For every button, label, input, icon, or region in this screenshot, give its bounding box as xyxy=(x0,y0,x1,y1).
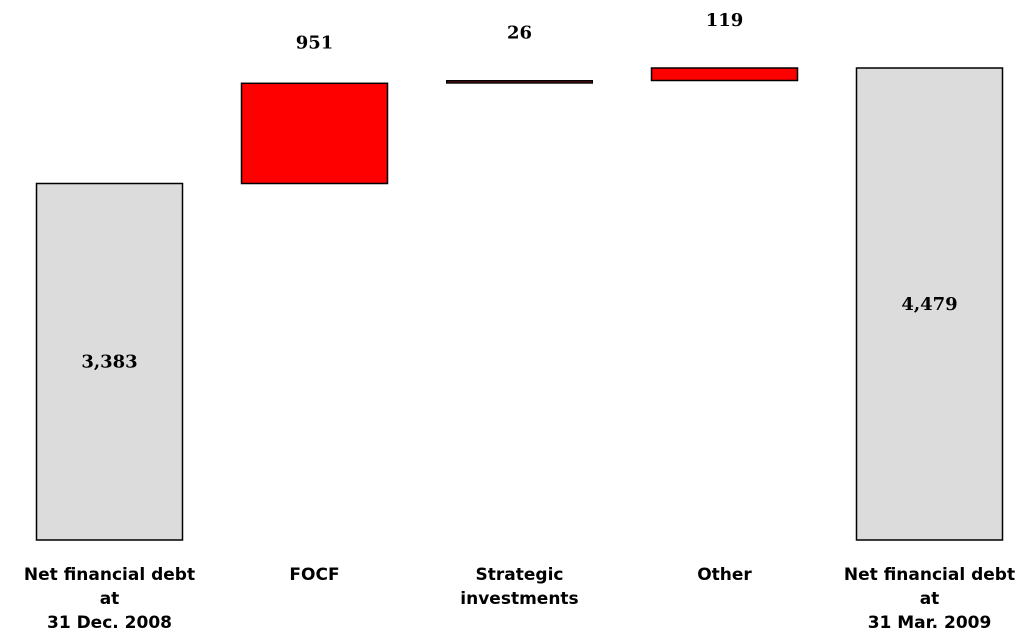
bar-3 xyxy=(650,67,799,82)
category-label-2: Strategic investments xyxy=(460,565,578,609)
value-label-1: 951 xyxy=(296,32,334,53)
category-label-line: investments xyxy=(460,589,578,609)
category-label-line: Net financial debt xyxy=(844,565,1015,585)
value-label-3: 119 xyxy=(706,10,744,31)
value-labels-group: 3,383 951 26 119 4,479 xyxy=(81,10,957,373)
category-label-3: Other xyxy=(697,565,752,585)
category-label-4: Net financial debt at 31 Mar. 2009 xyxy=(844,565,1015,633)
value-label-4: 4,479 xyxy=(901,294,957,315)
category-label-0: Net financial debt at 31 Dec. 2008 xyxy=(24,565,195,633)
category-label-line: Other xyxy=(697,565,752,585)
category-label-line: Strategic xyxy=(476,565,564,585)
category-label-1: FOCF xyxy=(289,565,339,585)
bars-group xyxy=(35,67,1004,541)
category-label-line: Net financial debt xyxy=(24,565,195,585)
bar-2 xyxy=(446,80,593,84)
category-label-line: FOCF xyxy=(289,565,339,585)
bar-4 xyxy=(855,67,1004,541)
category-label-line: 31 Mar. 2009 xyxy=(868,613,992,633)
bar-1 xyxy=(240,82,389,185)
value-label-2: 26 xyxy=(507,23,532,44)
category-label-line: at xyxy=(100,589,120,609)
category-label-line: at xyxy=(920,589,940,609)
category-labels-group: Net financial debt at 31 Dec. 2008 FOCF Stra… xyxy=(24,565,1015,633)
value-label-0: 3,383 xyxy=(81,352,137,373)
bar-0 xyxy=(35,182,184,541)
category-label-line: 31 Dec. 2008 xyxy=(47,613,172,633)
